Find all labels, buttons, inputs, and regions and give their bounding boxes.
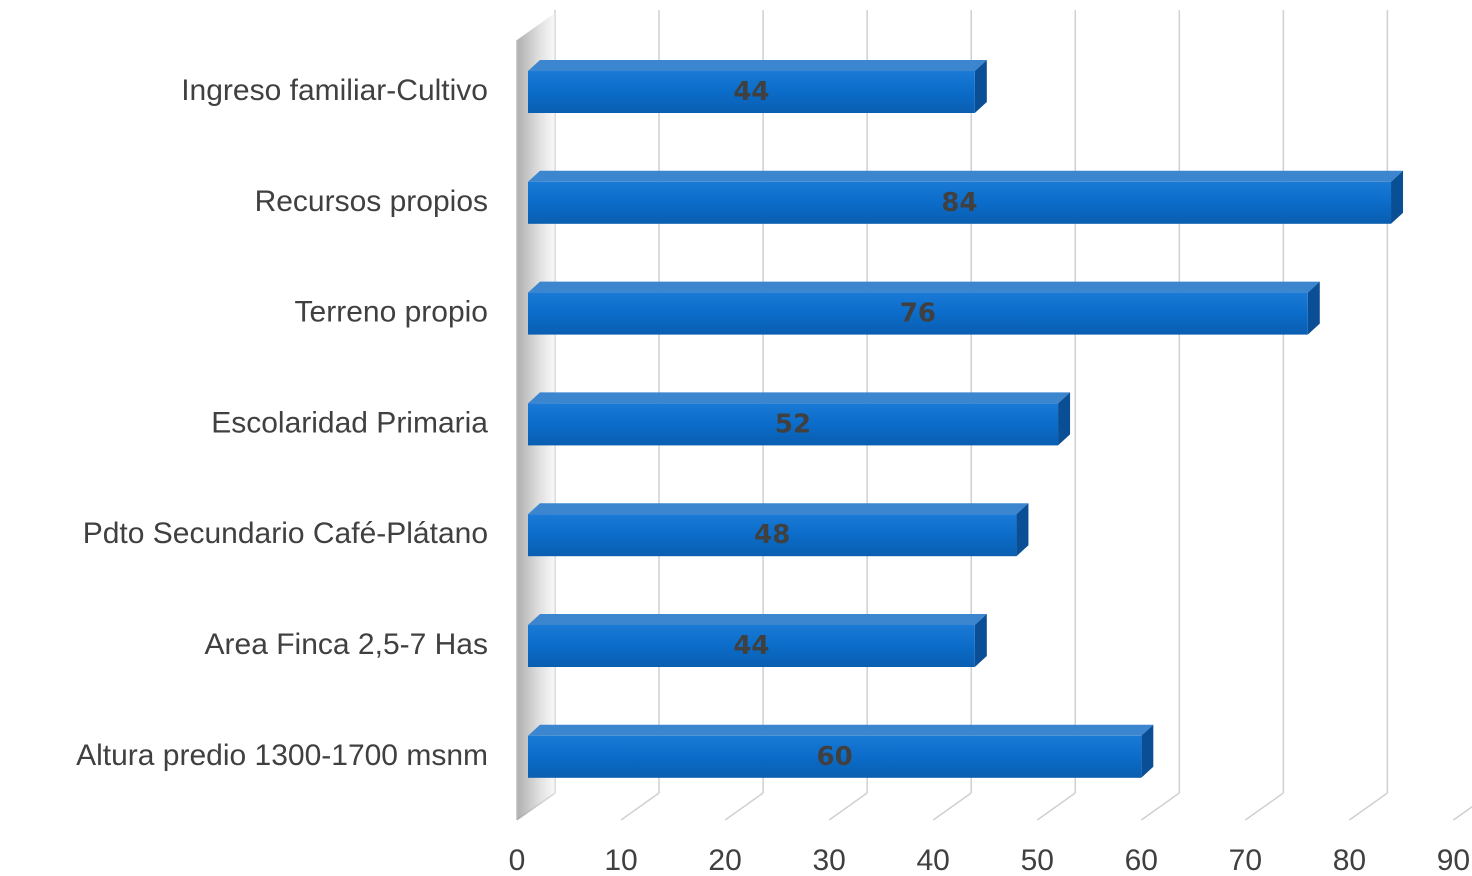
data-label: 44 xyxy=(733,631,769,661)
bar-front-face xyxy=(528,625,975,667)
category-label: Ingreso familiar-Cultivo xyxy=(181,74,488,107)
bar xyxy=(528,60,987,113)
data-label: 52 xyxy=(775,409,811,439)
floor-gridline xyxy=(932,792,972,821)
x-tick-label: 30 xyxy=(812,844,845,876)
category-label: Altura predio 1300-1700 msnm xyxy=(76,739,488,772)
bar-top-face xyxy=(528,614,987,625)
data-label: 84 xyxy=(941,188,977,218)
data-label: 60 xyxy=(817,742,853,772)
category-label: Pdto Secundario Café-Plátano xyxy=(83,517,488,550)
bar-front-face xyxy=(528,292,1308,335)
x-axis-tick-labels: 0 10 20 30 40 50 60 70 80 90 xyxy=(509,844,1470,876)
x-tick-label: 50 xyxy=(1021,844,1054,876)
bar-front-face xyxy=(528,735,1142,778)
floor-gridline xyxy=(724,792,764,821)
bar-side-face xyxy=(974,614,987,667)
data-label: 76 xyxy=(900,299,936,329)
bar-side-face xyxy=(1016,503,1029,557)
bar xyxy=(528,724,1154,778)
x-tick-label: 10 xyxy=(604,844,637,876)
x-tick-label: 20 xyxy=(708,844,741,876)
bar-side-face xyxy=(974,60,987,113)
category-label: Recursos propios xyxy=(255,185,488,218)
category-labels: Ingreso familiar-Cultivo Recursos propios… xyxy=(76,74,488,772)
x-tick-label: 90 xyxy=(1437,844,1470,876)
x-tick-label: 40 xyxy=(917,844,950,876)
bar-side-face xyxy=(1307,281,1320,335)
bar-front-face xyxy=(528,181,1392,224)
bar-side-face xyxy=(1141,724,1154,778)
bar xyxy=(528,170,1404,224)
data-label: 44 xyxy=(733,77,769,107)
bar-front-face xyxy=(528,403,1059,446)
category-label: Area Finca 2,5-7 Has xyxy=(205,628,488,661)
bar-side-face xyxy=(1058,392,1071,446)
bar-front-face xyxy=(528,514,1017,557)
bar-top-face xyxy=(528,170,1404,182)
floor-gridline xyxy=(1140,792,1180,821)
bar xyxy=(528,392,1071,446)
floor-gridline xyxy=(1348,792,1388,821)
bar-top-face xyxy=(528,281,1320,293)
bar-top-face xyxy=(528,60,987,71)
floor-gridline xyxy=(1453,805,1472,821)
bar xyxy=(528,614,987,667)
x-tick-label: 80 xyxy=(1333,844,1366,876)
bar-top-face xyxy=(528,392,1071,404)
bar-side-face xyxy=(1391,170,1404,224)
floor-gridline xyxy=(620,792,660,821)
bar-top-face xyxy=(528,503,1029,515)
x-tick-label: 0 xyxy=(509,844,526,876)
x-tick-label: 70 xyxy=(1229,844,1262,876)
floor-gridline xyxy=(1244,792,1284,821)
floor-gridline xyxy=(828,792,868,821)
bar xyxy=(528,281,1320,335)
bars xyxy=(528,60,1404,778)
data-labels: 44 84 76 52 48 44 60 xyxy=(733,77,977,772)
bar xyxy=(528,503,1029,557)
data-label: 48 xyxy=(754,520,790,550)
bar-front-face xyxy=(528,71,975,113)
x-tick-label: 60 xyxy=(1125,844,1158,876)
category-label: Escolaridad Primaria xyxy=(211,406,488,439)
category-label: Terreno propio xyxy=(295,296,488,329)
floor-gridline xyxy=(1036,792,1076,821)
bar-top-face xyxy=(528,724,1154,736)
